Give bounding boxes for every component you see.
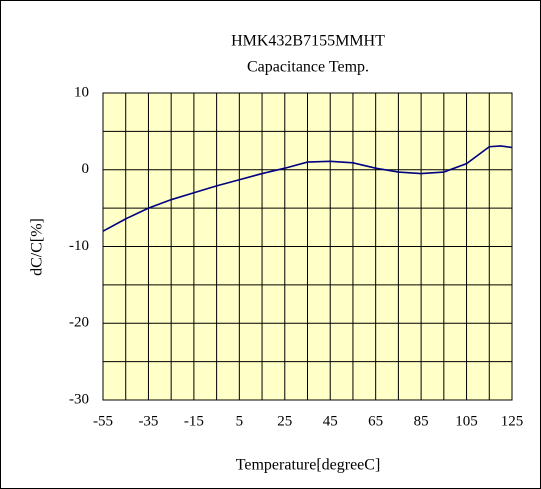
x-tick-label: -55 <box>93 413 113 429</box>
x-tick-label: -15 <box>184 413 204 429</box>
y-axis-label: dC/C[%] <box>29 218 46 276</box>
x-tick-label: 45 <box>323 413 338 429</box>
x-tick-label: 65 <box>368 413 383 429</box>
y-tick-label: -20 <box>69 315 89 331</box>
plot-border <box>102 92 513 401</box>
x-tick-label: -35 <box>138 413 158 429</box>
y-tick-label: -10 <box>69 238 89 254</box>
data-line <box>102 145 513 232</box>
y-tick-label: 0 <box>82 161 90 177</box>
x-tick-label: 5 <box>236 413 244 429</box>
y-tick-label: -30 <box>69 391 89 407</box>
x-tick-label: 85 <box>414 413 429 429</box>
chart-subtitle: Capacitance Temp. <box>247 59 369 76</box>
x-axis-label: Temperature[degreeC] <box>236 457 381 474</box>
x-tick-label: 125 <box>501 413 524 429</box>
x-tick-label: 25 <box>277 413 292 429</box>
chart-title: HMK432B7155MMHT <box>231 33 385 50</box>
y-tick-label: 10 <box>74 84 89 100</box>
x-tick-label: 105 <box>455 413 478 429</box>
